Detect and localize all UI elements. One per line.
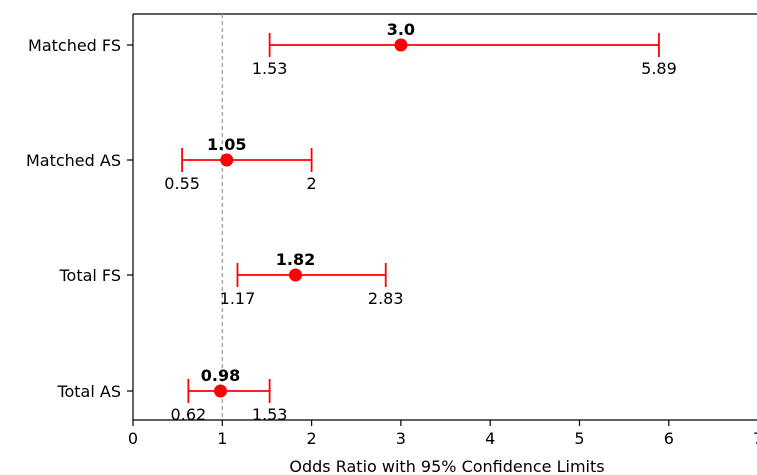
ci-upper-label: 1.53 (252, 405, 288, 424)
ci-upper-label: 5.89 (641, 59, 677, 78)
ci-lower-label: 0.55 (164, 174, 200, 193)
odds-ratio-label: 1.82 (276, 250, 315, 269)
x-tick-label: 7 (753, 429, 757, 448)
x-tick-label: 3 (396, 429, 406, 448)
ci-lower-label: 1.53 (252, 59, 288, 78)
y-tick-label: Total AS (56, 382, 121, 401)
odds-ratio-point (220, 153, 234, 167)
rows: Matched FS 3.0 1.53 5.89 Matched AS 1.05 0.55 2… (26, 20, 677, 424)
ci-lower-label: 1.17 (220, 289, 256, 308)
ci-lower-label: 0.62 (171, 405, 207, 424)
odds-ratio-point (289, 268, 303, 282)
odds-ratio-label: 3.0 (387, 20, 415, 39)
odds-ratio-label: 1.05 (207, 135, 246, 154)
x-tick-label: 1 (217, 429, 227, 448)
y-tick-label: Total FS (58, 266, 121, 285)
x-tick-label: 5 (574, 429, 584, 448)
ci-upper-label: 2.83 (368, 289, 404, 308)
odds-ratio-label: 0.98 (201, 366, 240, 385)
y-tick-label: Matched FS (28, 36, 121, 55)
odds-ratio-point (214, 384, 228, 398)
x-axis-title: Odds Ratio with 95% Confidence Limits (289, 457, 604, 475)
x-ticks: 0 1 2 3 4 5 6 7 (128, 420, 757, 448)
odds-ratio-point (394, 38, 408, 52)
x-tick-label: 2 (307, 429, 317, 448)
x-tick-label: 0 (128, 429, 138, 448)
x-tick-label: 6 (664, 429, 674, 448)
y-tick-label: Matched AS (26, 151, 121, 170)
ci-upper-label: 2 (307, 174, 317, 193)
x-tick-label: 4 (485, 429, 495, 448)
